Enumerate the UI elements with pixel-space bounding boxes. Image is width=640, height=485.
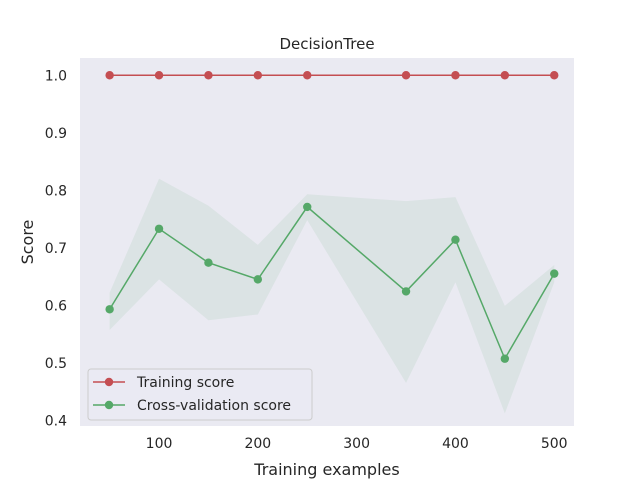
point-training-score (154, 71, 164, 80)
point-training-score (500, 71, 510, 80)
point-cross-validation-score (154, 224, 164, 233)
y-tick-label: 0.4 (45, 413, 67, 429)
y-tick-label: 0.8 (45, 183, 67, 199)
point-training-score (204, 71, 213, 80)
point-training-score (451, 71, 460, 80)
point-training-score (303, 71, 312, 80)
y-tick-label: 0.6 (45, 298, 67, 314)
y-tick-label: 0.5 (45, 356, 67, 372)
x-axis-ticks: 100 200 300 400 500 (146, 436, 568, 452)
y-tick-label: 0.7 (45, 241, 67, 257)
point-cross-validation-score (105, 305, 114, 314)
legend: Training score Cross-validation score (87, 368, 313, 421)
band-cross-validation-score (109, 178, 555, 414)
legend-label-training: Training score (136, 375, 234, 391)
x-tick-label: 500 (541, 436, 568, 452)
point-training-score (401, 71, 411, 80)
y-tick-label: 1.0 (45, 68, 67, 84)
point-cross-validation-score (451, 235, 460, 244)
point-training-score (253, 71, 263, 80)
x-axis-label: Training examples (253, 460, 399, 479)
legend-marker-cross-validation (104, 400, 114, 410)
legend-marker-training (104, 377, 114, 387)
legend-label-cross-validation: Cross-validation score (137, 398, 291, 414)
point-cross-validation-score (500, 354, 510, 363)
x-tick-label: 100 (146, 436, 173, 452)
y-axis-ticks: 0.4 0.5 0.6 0.7 0.8 0.9 1.0 (45, 68, 67, 429)
chart-title: DecisionTree (279, 35, 374, 53)
point-cross-validation-score (401, 287, 411, 296)
point-cross-validation-score (204, 258, 213, 267)
y-axis-label: Score (18, 220, 37, 265)
legend-box (87, 368, 313, 421)
x-tick-label: 200 (244, 436, 271, 452)
x-tick-label: 300 (343, 436, 370, 452)
score-bands (109, 178, 555, 414)
point-training-score (105, 71, 114, 80)
point-training-score (550, 71, 559, 80)
plot-area (80, 58, 574, 426)
score-points (105, 71, 559, 363)
y-tick-label: 0.9 (45, 126, 67, 142)
point-cross-validation-score (550, 269, 559, 278)
point-cross-validation-score (253, 275, 263, 284)
point-cross-validation-score (303, 202, 312, 212)
x-tick-label: 400 (442, 436, 469, 452)
